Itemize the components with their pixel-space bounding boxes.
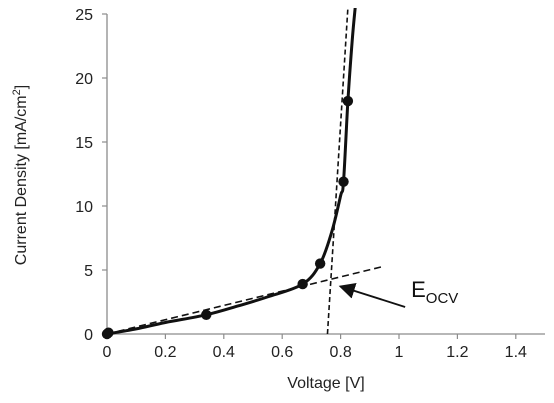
axes <box>106 14 545 335</box>
data-point <box>201 309 212 320</box>
x-tick-label: 0.4 <box>213 344 235 361</box>
curve-group <box>106 8 357 336</box>
y-tick-label: 25 <box>75 7 93 24</box>
annotation-label: EOCV <box>411 277 458 307</box>
x-tick-label: 0.6 <box>271 344 293 361</box>
annotation-arrow <box>338 283 406 308</box>
y-tick-label: 5 <box>84 263 93 280</box>
x-tick-label: 0 <box>103 344 112 361</box>
data-point <box>103 327 114 338</box>
x-tick-label: 0.8 <box>329 344 351 361</box>
x-tick-label: 1.2 <box>446 344 468 361</box>
y-axis-title-end: ] <box>13 85 30 89</box>
iv-curve <box>106 8 357 336</box>
x-tick-label: 0.2 <box>154 344 176 361</box>
annotation-label-sub: OCV <box>426 290 459 307</box>
data-point <box>342 95 354 107</box>
y-tick-label: 15 <box>75 135 93 152</box>
data-points <box>101 95 354 340</box>
y-axis-title-sup: 2 <box>11 89 23 95</box>
x-tick-labels: 0 0.2 0.4 0.6 0.8 1 1.2 1.4 <box>103 334 527 361</box>
eocv-annotation: EOCV <box>338 277 458 308</box>
data-point <box>314 258 326 269</box>
fit-line-high <box>326 7 349 335</box>
x-axis-title: Voltage [V] <box>287 375 364 392</box>
y-tick-label: 10 <box>75 199 93 216</box>
data-point <box>297 278 308 290</box>
annotation-label-main: E <box>411 277 426 302</box>
x-tick-label: 1.4 <box>505 344 527 361</box>
y-tick-labels: 0 5 10 15 20 25 <box>75 7 107 344</box>
x-tick-label: 1 <box>395 344 404 361</box>
y-axis-title: Current Density [mA/cm2] <box>11 85 30 265</box>
data-point <box>338 176 349 187</box>
fit-lines <box>106 7 385 335</box>
y-tick-label: 0 <box>84 327 93 344</box>
y-axis-title-main: Current Density [mA/cm <box>13 95 30 265</box>
y-tick-label: 20 <box>75 71 93 88</box>
fit-line-low <box>106 265 385 335</box>
